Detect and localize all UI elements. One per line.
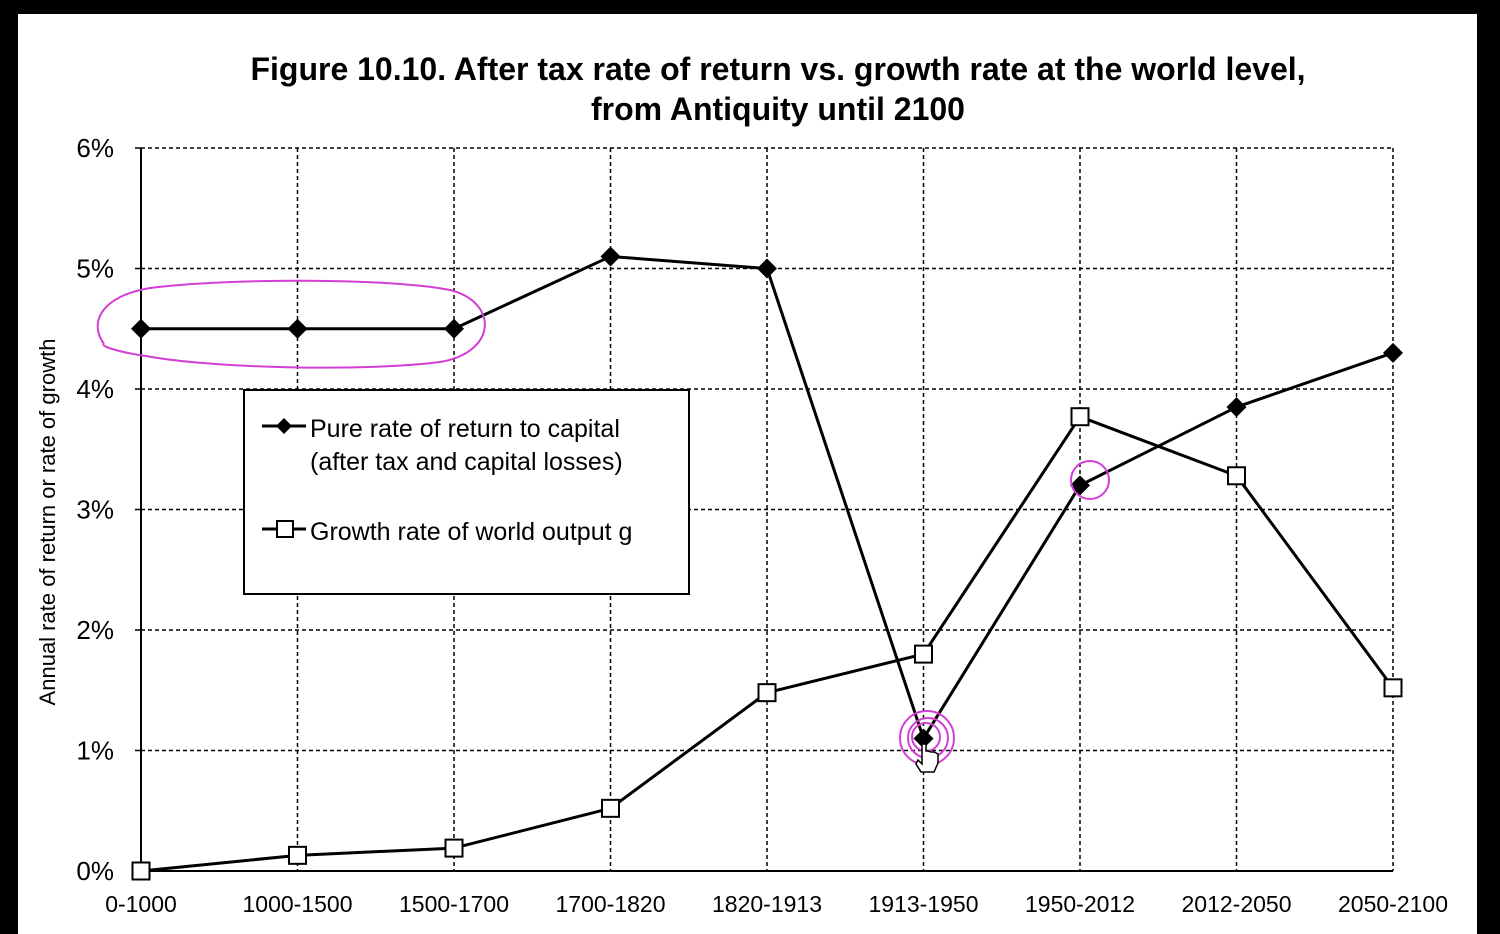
- data-point-square: [757, 683, 777, 703]
- y-tick-label: 2%: [76, 615, 114, 645]
- legend-marker-diamond: [276, 418, 292, 434]
- data-point-diamond: [757, 258, 777, 279]
- y-tick-label: 1%: [76, 736, 114, 766]
- data-point-square: [131, 861, 151, 881]
- data-point-diamond: [1383, 342, 1403, 363]
- y-tick-label: 3%: [76, 495, 114, 525]
- chart: Figure 10.10. After tax rate of return v…: [35, 51, 1448, 914]
- data-point-diamond: [287, 318, 308, 339]
- data-point-square: [1070, 407, 1090, 427]
- x-tick-label: 2050-2100: [1338, 891, 1448, 914]
- y-tick-label: 6%: [76, 133, 114, 163]
- legend-marker-square: [276, 520, 294, 538]
- legend-label-capital: Pure rate of return to capital: [310, 415, 620, 443]
- annotation-circle-1950: [1070, 460, 1110, 500]
- data-point-diamond: [913, 728, 934, 749]
- x-tick-label: 1820-1913: [712, 891, 822, 914]
- y-tick-label: 0%: [76, 856, 114, 886]
- x-tick-labels: 0-1000 1000-1500 1500-1700 1700-1820 1820-19…: [105, 891, 1448, 914]
- legend: Pure rate of return to capital (after ta…: [243, 389, 690, 595]
- x-tick-label: 0-1000: [105, 891, 177, 914]
- annotation-loop-flat-segment: [96, 279, 486, 369]
- data-point-diamond: [600, 246, 621, 267]
- x-tick-label: 1913-1950: [869, 891, 979, 914]
- data-point-diamond: [131, 318, 151, 339]
- data-point-square: [914, 644, 933, 664]
- x-tick-label: 2012-2050: [1182, 891, 1292, 914]
- chart-title-line1: Figure 10.10. After tax rate of return v…: [250, 51, 1305, 87]
- hand-cursor-icon: [915, 743, 939, 773]
- data-point-diamond: [1226, 397, 1247, 418]
- series-layer: [131, 246, 1403, 881]
- x-tick-label: 1000-1500: [243, 891, 353, 914]
- y-tick-label: 5%: [76, 254, 114, 284]
- chart-title-line2: from Antiquity until 2100: [591, 91, 965, 127]
- legend-label-capital-line2: (after tax and capital losses): [310, 448, 623, 476]
- legend-box: [243, 389, 690, 595]
- legend-label-growth: Growth rate of world output g: [310, 518, 632, 546]
- y-axis-label: Annual rate of return or rate of growth: [35, 339, 60, 706]
- y-tick-labels: 0% 1% 2% 3% 4% 5% 6%: [76, 133, 114, 886]
- data-point-diamond: [444, 318, 464, 339]
- x-tick-label: 1950-2012: [1025, 891, 1135, 914]
- x-tick-label: 1500-1700: [399, 891, 509, 914]
- data-point-square: [1383, 678, 1403, 698]
- data-point-square: [601, 798, 620, 818]
- y-tick-label: 4%: [76, 374, 114, 404]
- data-point-square: [288, 845, 307, 865]
- x-tick-label: 1700-1820: [556, 891, 666, 914]
- data-point-square: [1227, 466, 1246, 486]
- annotations: [96, 279, 1110, 766]
- data-point-square: [444, 838, 464, 858]
- data-point-diamond: [1070, 475, 1090, 496]
